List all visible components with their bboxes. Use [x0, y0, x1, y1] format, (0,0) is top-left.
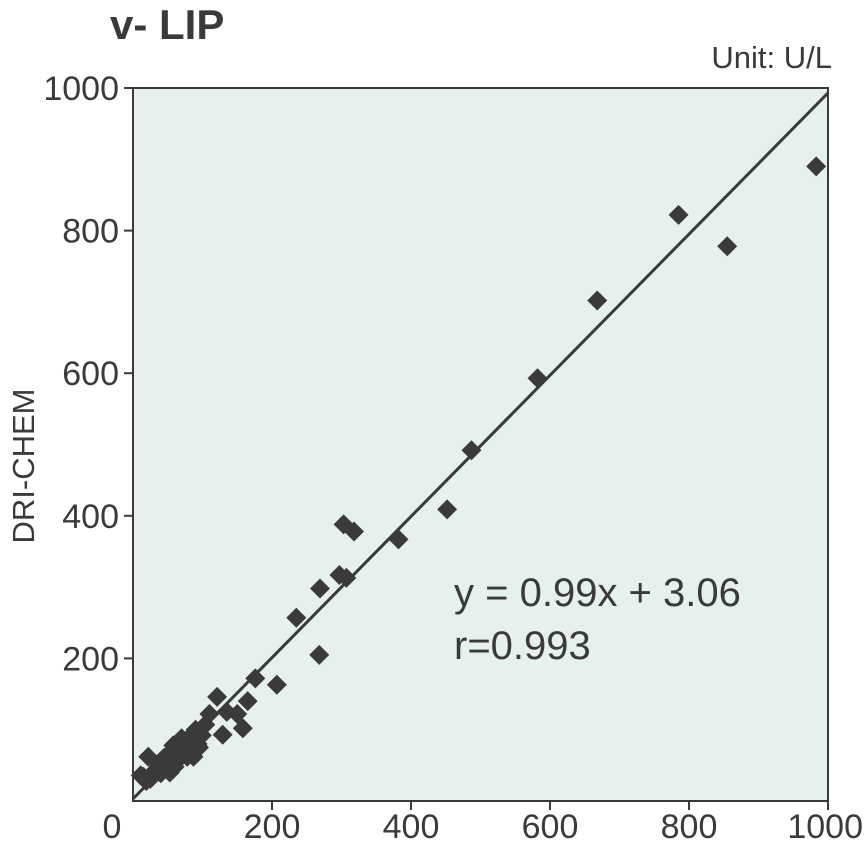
- equation-annotation: y = 0.99x + 3.06: [454, 571, 741, 615]
- data-point: [806, 156, 827, 177]
- x-tick-label: 800: [661, 808, 718, 846]
- data-point: [437, 499, 458, 520]
- data-point: [461, 440, 482, 461]
- data-point: [266, 674, 287, 695]
- unit-label: Unit: U/L: [711, 40, 832, 75]
- regression-line: [131, 91, 830, 800]
- y-tick-label: 1000: [43, 70, 119, 108]
- data-point: [717, 236, 738, 257]
- y-tick-label: 200: [62, 640, 119, 678]
- y-tick-label: 400: [62, 498, 119, 536]
- y-tick-label: 600: [62, 355, 119, 393]
- x-tick-label: 0: [103, 808, 122, 846]
- x-tick-label: 1000: [787, 808, 863, 846]
- data-point: [333, 514, 354, 535]
- data-point: [286, 607, 307, 628]
- x-axis-ticks: 0 200 400 600 800 1000: [103, 801, 863, 846]
- data-point: [189, 737, 210, 758]
- data-point: [329, 564, 350, 585]
- x-tick-label: 200: [244, 808, 301, 846]
- correlation-annotation: r=0.993: [454, 624, 591, 668]
- data-point: [668, 204, 689, 225]
- chart-title: v- LIP: [110, 1, 224, 48]
- data-point: [237, 691, 258, 712]
- data-point: [309, 578, 330, 599]
- data-point: [138, 746, 159, 767]
- data-point: [245, 668, 266, 689]
- y-tick-label: 800: [62, 213, 119, 251]
- x-tick-label: 400: [383, 808, 440, 846]
- y-axis-label: DRI-CHEM: [6, 389, 41, 544]
- data-point: [587, 290, 608, 311]
- data-point: [309, 644, 330, 665]
- y-axis-ticks: 200 400 600 800 1000: [43, 70, 133, 678]
- data-point: [130, 765, 151, 786]
- data-point: [212, 724, 233, 745]
- data-point: [207, 686, 228, 707]
- x-tick-label: 600: [522, 808, 579, 846]
